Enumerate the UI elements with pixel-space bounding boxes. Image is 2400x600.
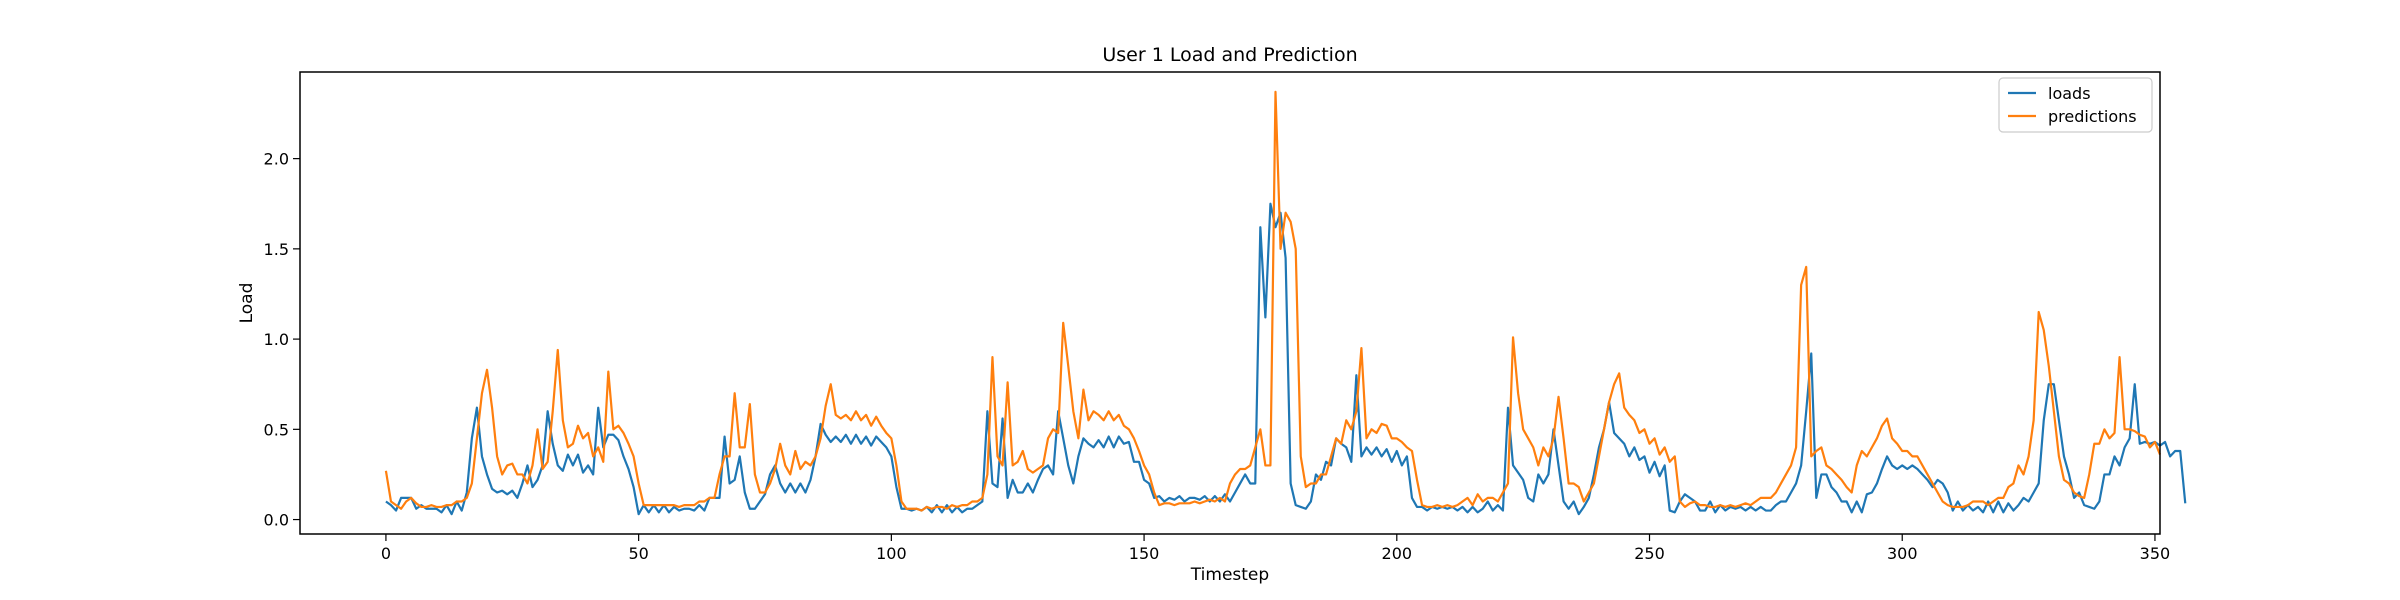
y-tick-label: 2.0 (264, 150, 289, 169)
x-axis-label: Timestep (1190, 565, 1269, 585)
x-tick-label: 50 (628, 544, 648, 563)
series-line-predictions (384, 90, 2162, 512)
legend-label-predictions: predictions (2048, 107, 2137, 126)
x-tick-label: 250 (1634, 544, 1665, 563)
x-tick-label: 150 (1129, 544, 1160, 563)
x-tick-label: 200 (1382, 544, 1413, 563)
legend: loads predictions (1998, 77, 2153, 133)
x-tick-label: 100 (876, 544, 907, 563)
y-tick-label: 0.0 (264, 511, 289, 530)
x-tick-label: 350 (2140, 544, 2171, 563)
series-line-loads (385, 202, 2187, 516)
plot-frame (299, 71, 2161, 535)
legend-label-loads: loads (2048, 84, 2091, 103)
ticks-layer: 0 50 100 150 200 250 300 350 0.0 0.5 1.0 1.5 2.0 (264, 150, 2171, 563)
y-tick-label: 1.5 (264, 240, 289, 259)
x-tick-label: 0 (381, 544, 391, 563)
chart-title: User 1 Load and Prediction (1102, 44, 1357, 66)
legend-box (1998, 77, 2153, 133)
series-layer (384, 90, 2187, 516)
y-tick-label: 1.0 (264, 330, 289, 349)
y-tick-label: 0.5 (264, 420, 289, 439)
x-tick-label: 300 (1887, 544, 1918, 563)
y-axis-label: Load (237, 283, 257, 324)
